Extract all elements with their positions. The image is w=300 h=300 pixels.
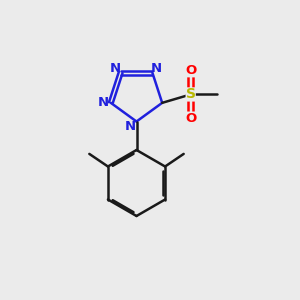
Text: O: O bbox=[185, 64, 196, 77]
Text: N: N bbox=[151, 62, 162, 75]
Text: N: N bbox=[98, 96, 109, 109]
Text: N: N bbox=[125, 120, 136, 134]
Text: N: N bbox=[110, 62, 121, 75]
Text: S: S bbox=[186, 87, 196, 101]
Text: O: O bbox=[185, 112, 196, 124]
